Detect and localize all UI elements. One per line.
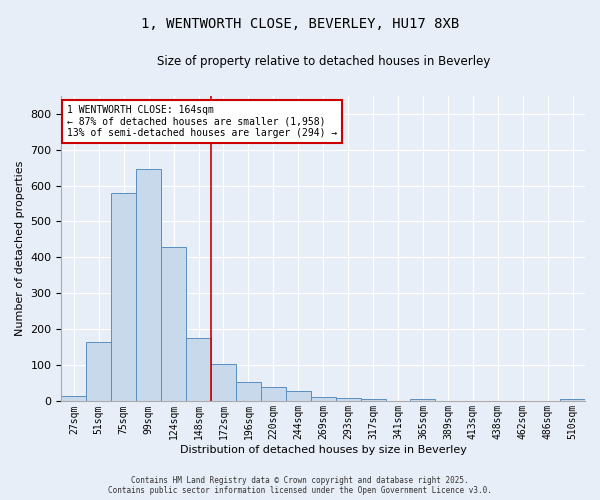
Bar <box>261 387 286 402</box>
Bar <box>111 192 136 402</box>
Y-axis label: Number of detached properties: Number of detached properties <box>15 161 25 336</box>
Bar <box>61 396 86 402</box>
Title: Size of property relative to detached houses in Beverley: Size of property relative to detached ho… <box>157 55 490 68</box>
Bar <box>335 398 361 402</box>
Text: Contains HM Land Registry data © Crown copyright and database right 2025.
Contai: Contains HM Land Registry data © Crown c… <box>108 476 492 495</box>
X-axis label: Distribution of detached houses by size in Beverley: Distribution of detached houses by size … <box>180 445 467 455</box>
Bar <box>136 170 161 402</box>
Text: 1 WENTWORTH CLOSE: 164sqm
← 87% of detached houses are smaller (1,958)
13% of se: 1 WENTWORTH CLOSE: 164sqm ← 87% of detac… <box>67 104 337 138</box>
Bar <box>161 246 186 402</box>
Bar <box>186 338 211 402</box>
Bar <box>236 382 261 402</box>
Bar <box>560 400 585 402</box>
Text: 1, WENTWORTH CLOSE, BEVERLEY, HU17 8XB: 1, WENTWORTH CLOSE, BEVERLEY, HU17 8XB <box>141 18 459 32</box>
Bar <box>286 390 311 402</box>
Bar <box>311 397 335 402</box>
Bar <box>86 342 111 402</box>
Bar <box>361 398 386 402</box>
Bar <box>410 399 436 402</box>
Bar <box>211 364 236 402</box>
